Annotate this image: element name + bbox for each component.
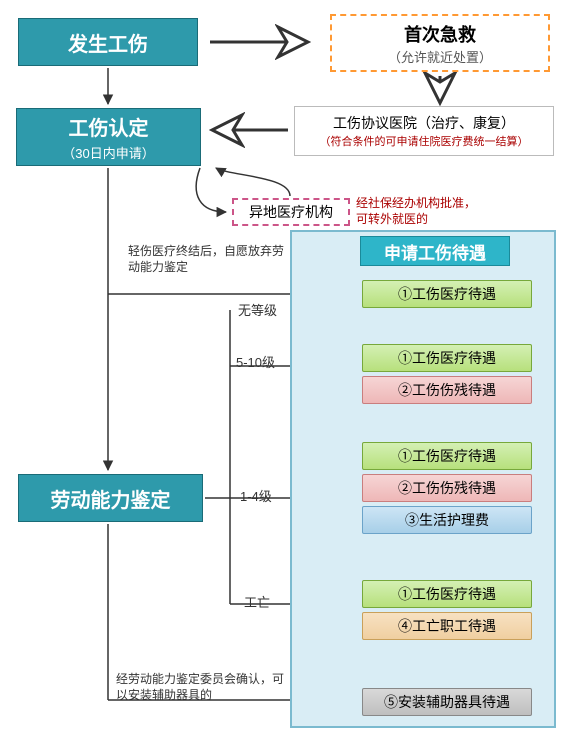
node-identify-label: 工伤认定 — [69, 112, 149, 141]
node-offsite: 异地医疗机构 — [232, 198, 350, 226]
node-ability-label: 劳动能力鉴定 — [51, 484, 171, 513]
node-firstaid-label: 首次急救 — [404, 21, 476, 47]
node-firstaid-sub: （允许就近处置） — [388, 47, 492, 66]
grade-none: 无等级 — [238, 300, 277, 319]
grade-1-4: 1-4级 — [240, 486, 272, 505]
benefits-heading: 申请工伤待遇 — [360, 236, 510, 266]
benefit-item: ②工伤伤残待遇 — [362, 474, 532, 502]
benefit-item: ①工伤医疗待遇 — [362, 580, 532, 608]
grade-5-10: 5-10级 — [236, 352, 275, 371]
node-injury: 发生工伤 — [18, 18, 198, 66]
note-offsite-approval: 经社保经办机构批准，可转外就医的 — [356, 196, 486, 227]
benefit-item: ①工伤医疗待遇 — [362, 280, 532, 308]
node-firstaid: 首次急救 （允许就近处置） — [330, 14, 550, 72]
benefit-item: ①工伤医疗待遇 — [362, 344, 532, 372]
node-protocol-label: 工伤协议医院（治疗、康复） — [333, 113, 515, 133]
node-offsite-label: 异地医疗机构 — [249, 202, 333, 222]
node-injury-label: 发生工伤 — [68, 28, 148, 57]
flowchart-canvas: 申请工伤待遇 发生工伤 工伤认定 （30日内申请） 劳动能力鉴定 首次急救 （允… — [0, 0, 570, 746]
node-identify-sub: （30日内申请） — [62, 143, 154, 162]
benefit-item: ③生活护理费 — [362, 506, 532, 534]
node-identify: 工伤认定 （30日内申请） — [16, 108, 201, 166]
note-apparatus: 经劳动能力鉴定委员会确认，可以安装辅助器具的 — [116, 672, 286, 703]
benefit-item: ④工亡职工待遇 — [362, 612, 532, 640]
benefit-item: ①工伤医疗待遇 — [362, 442, 532, 470]
note-voluntary: 轻伤医疗终结后，自愿放弃劳动能力鉴定 — [128, 244, 288, 275]
benefit-item: ⑤安装辅助器具待遇 — [362, 688, 532, 716]
node-ability: 劳动能力鉴定 — [18, 474, 203, 522]
grade-death: 工亡 — [244, 592, 270, 611]
benefit-item: ②工伤伤残待遇 — [362, 376, 532, 404]
node-protocol-sub: （符合条件的可申请住院医疗费统一结算） — [320, 133, 529, 149]
node-protocol: 工伤协议医院（治疗、康复） （符合条件的可申请住院医疗费统一结算） — [294, 106, 554, 156]
